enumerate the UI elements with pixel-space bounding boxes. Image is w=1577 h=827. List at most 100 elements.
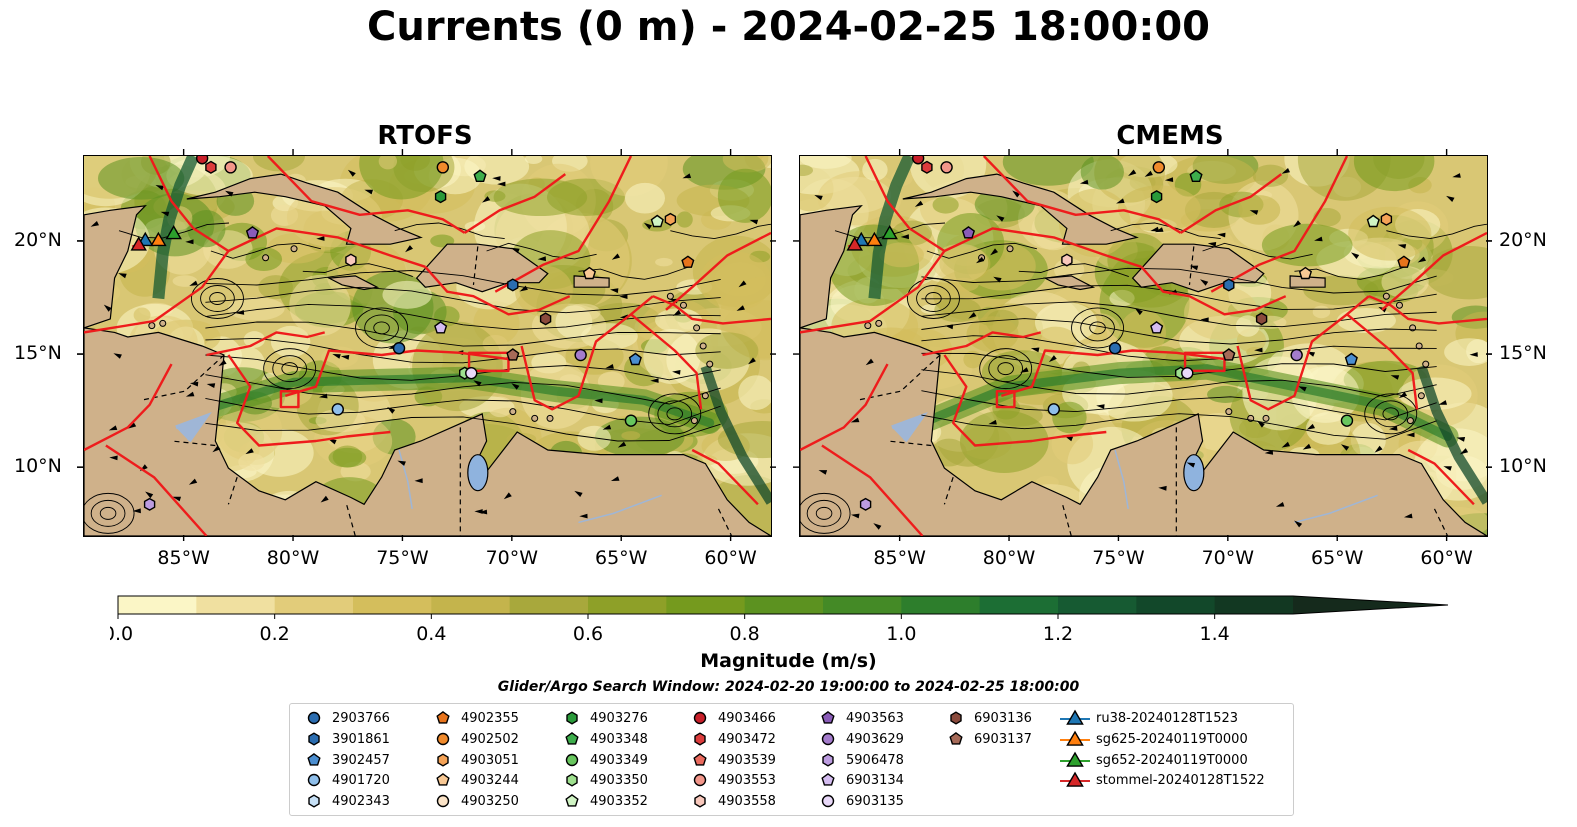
colorbar-segment: [666, 596, 746, 614]
float-marker-4901720[interactable]: [331, 403, 344, 416]
legend-marker-4903051[interactable]: [437, 752, 449, 767]
legend-marker-4903563[interactable]: [821, 711, 835, 724]
float-marker-4903563[interactable]: [245, 226, 260, 239]
legend-marker-sg625-20240119T0000[interactable]: [1066, 730, 1084, 746]
map-canvas: [800, 156, 1487, 536]
legend-marker-4901720[interactable]: [307, 774, 321, 787]
float-marker-4903472[interactable]: [921, 160, 933, 174]
glider-marker-sg652-20240119T0000[interactable]: [165, 224, 182, 240]
legend-marker-6903136[interactable]: [950, 711, 962, 725]
float-marker-4902502[interactable]: [436, 161, 450, 174]
legend-marker-sg652-20240119T0000[interactable]: [1066, 751, 1084, 767]
float-marker-4903629[interactable]: [1290, 348, 1303, 362]
legend-marker-4903250[interactable]: [436, 794, 450, 808]
legend-marker-3901861[interactable]: [308, 732, 320, 746]
legend-marker-4903466[interactable]: [693, 711, 707, 725]
legend-marker-4903349[interactable]: [565, 753, 579, 766]
legend-marker-ru38-20240128T1523[interactable]: [1066, 709, 1084, 725]
legend-marker-4903276[interactable]: [566, 711, 578, 725]
float-marker-6903134[interactable]: [1150, 321, 1164, 334]
colorbar-segment: [1058, 596, 1137, 614]
float-marker-6903135[interactable]: [465, 366, 478, 380]
legend-marker-4903629[interactable]: [821, 732, 835, 745]
legend-marker-4903244[interactable]: [436, 773, 450, 786]
colorbar-segment: [1214, 596, 1294, 614]
legend-marker-3902457[interactable]: [307, 752, 321, 766]
float-marker-4902355[interactable]: [1397, 255, 1411, 268]
legend-marker-4903558[interactable]: [694, 794, 706, 808]
float-marker-4903563[interactable]: [961, 226, 976, 239]
float-marker-3901861[interactable]: [1223, 278, 1235, 292]
float-marker-4903558[interactable]: [1061, 253, 1073, 267]
float-marker-4903349[interactable]: [624, 414, 638, 427]
legend-marker-4902343[interactable]: [308, 794, 320, 808]
float-marker-4903472[interactable]: [205, 160, 217, 174]
float-marker-4903349[interactable]: [1340, 414, 1354, 427]
legend-label: 4903629: [846, 731, 904, 747]
float-marker-3902457[interactable]: [1344, 352, 1358, 366]
legend-marker-4903472[interactable]: [694, 732, 706, 746]
legend-marker-5906478[interactable]: [822, 752, 834, 767]
legend-marker-4903350[interactable]: [566, 773, 578, 787]
float-marker-6903137[interactable]: [1222, 348, 1236, 361]
float-marker-4903352[interactable]: [1366, 214, 1380, 228]
legend-marker-4902355[interactable]: [436, 711, 450, 724]
glider-marker-sg625-20240119T0000[interactable]: [150, 231, 167, 247]
float-marker-4903466[interactable]: [195, 156, 209, 165]
float-marker-4901720[interactable]: [1047, 403, 1060, 416]
glider-marker-sg625-20240119T0000[interactable]: [866, 231, 883, 247]
float-marker-4903466[interactable]: [911, 156, 925, 165]
float-marker-4903276[interactable]: [1150, 190, 1163, 204]
float-marker-5906478[interactable]: [143, 497, 156, 511]
legend-marker-stommel-20240128T1522[interactable]: [1066, 771, 1084, 788]
legend-marker-6903134[interactable]: [821, 773, 835, 786]
land-polygon: [800, 327, 1487, 536]
float-marker-6903135[interactable]: [1181, 366, 1194, 380]
legend-marker-4903553[interactable]: [693, 774, 707, 787]
float-marker-4903352[interactable]: [650, 214, 664, 228]
float-marker-4903051[interactable]: [1380, 212, 1393, 226]
float-marker-2903766[interactable]: [392, 342, 406, 355]
float-marker-4903348[interactable]: [1189, 169, 1203, 182]
legend-marker-4903539[interactable]: [693, 752, 707, 766]
float-marker-4902355[interactable]: [681, 255, 695, 268]
colorbar-tick-label: 0.4: [416, 623, 446, 645]
map-panel-rtofs[interactable]: [83, 155, 772, 537]
float-marker-4903553[interactable]: [224, 161, 237, 174]
lon-tick-label: 75°W: [376, 547, 429, 569]
float-marker-2903766[interactable]: [1108, 342, 1122, 355]
glider-marker-sg652-20240119T0000[interactable]: [881, 224, 898, 240]
float-marker-6903137[interactable]: [506, 348, 520, 361]
float-marker-4903558[interactable]: [345, 253, 357, 267]
float-marker-3902457[interactable]: [628, 352, 642, 366]
legend-marker-4903352[interactable]: [565, 794, 579, 807]
colorbar-segment: [823, 596, 902, 614]
legend-marker-4903348[interactable]: [565, 731, 579, 745]
float-marker-5906478[interactable]: [859, 497, 872, 511]
legend-label: 4902343: [332, 794, 390, 810]
float-marker-4903244[interactable]: [1298, 266, 1313, 280]
float-marker-3901861[interactable]: [507, 278, 519, 292]
float-marker-4903348[interactable]: [473, 169, 487, 182]
legend-marker-4902502[interactable]: [436, 732, 450, 745]
float-marker-4903276[interactable]: [434, 190, 447, 204]
glider-marker-stommel-20240128T1522[interactable]: [846, 236, 863, 251]
glider-marker-stommel-20240128T1522[interactable]: [130, 236, 147, 251]
legend-marker-6903137[interactable]: [949, 731, 963, 745]
float-marker-4903553[interactable]: [940, 161, 953, 174]
lat-tick-label: 20°N: [1499, 228, 1547, 251]
map-panel-cmems[interactable]: [799, 155, 1488, 537]
colorbar-segment: [353, 596, 432, 614]
colorbar-label: Magnitude (m/s): [700, 650, 877, 672]
legend-marker-2903766[interactable]: [307, 711, 321, 725]
legend-marker-6903135[interactable]: [821, 794, 835, 808]
legend-label: ru38-20240128T1523: [1096, 711, 1239, 726]
float-marker-4902502[interactable]: [1152, 161, 1166, 174]
colorbar-segment: [1136, 596, 1216, 614]
float-marker-4903051[interactable]: [664, 212, 677, 226]
float-marker-4903244[interactable]: [582, 266, 597, 280]
float-marker-4903629[interactable]: [574, 348, 587, 362]
float-marker-6903134[interactable]: [434, 321, 448, 334]
float-marker-6903136[interactable]: [1255, 312, 1268, 326]
float-marker-6903136[interactable]: [539, 312, 552, 326]
